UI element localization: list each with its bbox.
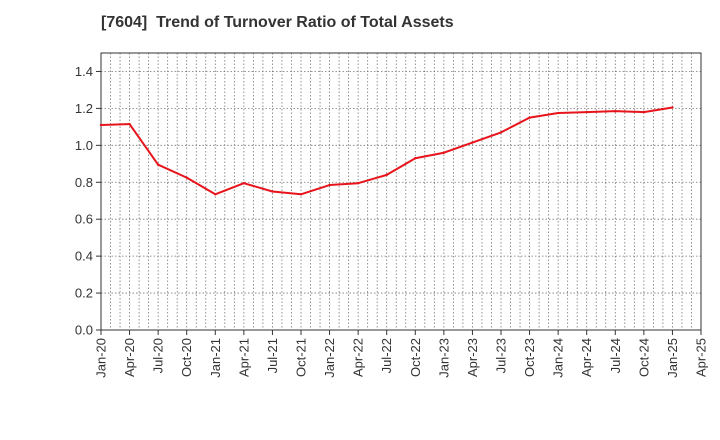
- y-tick-label: 0.4: [75, 249, 93, 264]
- data-point: [585, 110, 588, 114]
- data-point: [671, 106, 674, 109]
- data-point: [185, 176, 188, 179]
- data-point: [385, 173, 388, 177]
- chart-title: [7604] Trend of Turnover Ratio of Total …: [101, 14, 454, 31]
- x-tick-label: Oct-22: [408, 338, 423, 377]
- x-tick-label: Apr-24: [579, 338, 594, 377]
- x-tick-label: Apr-25: [694, 338, 709, 377]
- y-tick-label: 1.2: [75, 101, 93, 116]
- x-tick-label: Apr-21: [236, 338, 251, 377]
- plot-frame: [100, 52, 702, 331]
- data-point: [442, 151, 446, 154]
- x-tick-label: Jul-21: [265, 338, 280, 373]
- x-tick-label: Jan-22: [322, 338, 337, 378]
- data-point: [414, 157, 417, 160]
- data-point: [642, 110, 646, 114]
- x-tick-label: Jul-24: [608, 338, 623, 373]
- x-tick-label: Jan-23: [436, 338, 451, 378]
- x-tick-label: Apr-22: [351, 338, 366, 377]
- data-point: [214, 193, 217, 196]
- y-tick-label: 0.8: [75, 175, 93, 190]
- x-tick-label: Oct-21: [294, 338, 309, 377]
- x-tick-label: Apr-20: [122, 338, 137, 377]
- data-point: [556, 111, 560, 115]
- x-tick-label: Oct-24: [636, 338, 651, 377]
- y-tick-label: 1.0: [75, 138, 93, 153]
- y-tick-label: 1.4: [75, 64, 93, 79]
- x-tick-label: Jul-22: [379, 338, 394, 373]
- data-point: [128, 122, 131, 126]
- y-tick-label: 0.0: [75, 323, 93, 338]
- y-tick-label: 0.2: [75, 286, 93, 301]
- data-point: [471, 141, 474, 144]
- data-point: [499, 131, 503, 134]
- data-point: [242, 181, 246, 185]
- x-tick-label: Apr-23: [465, 338, 480, 377]
- data-point: [356, 181, 360, 185]
- x-tick-label: Jan-21: [208, 338, 223, 378]
- x-tick-label: Oct-20: [179, 338, 194, 377]
- x-tick-label: Oct-23: [522, 338, 537, 377]
- y-tick-label: 0.6: [75, 212, 93, 227]
- data-point: [156, 163, 160, 166]
- y-axis: 0.0 0.2 0.4 0.6 0.8 1.0 1.2 1.4: [75, 64, 101, 338]
- data-point: [99, 123, 103, 127]
- x-tick-label: Jul-20: [151, 338, 166, 373]
- x-tick-label: Jan-25: [665, 338, 680, 378]
- data-point: [614, 109, 617, 113]
- data-point: [299, 193, 303, 196]
- grid: [101, 53, 701, 330]
- x-tick-label: Jul-23: [494, 338, 509, 373]
- data-point: [328, 183, 331, 187]
- x-tick-label: Jan-24: [551, 338, 566, 378]
- x-axis: Jan-20 Apr-20 Jul-20 Oct-20 Jan-21 Apr-21 Jul-…: [94, 330, 709, 378]
- data-point: [271, 190, 274, 193]
- series: [99, 106, 674, 196]
- data-point: [528, 116, 531, 119]
- x-tick-label: Jan-20: [94, 338, 109, 378]
